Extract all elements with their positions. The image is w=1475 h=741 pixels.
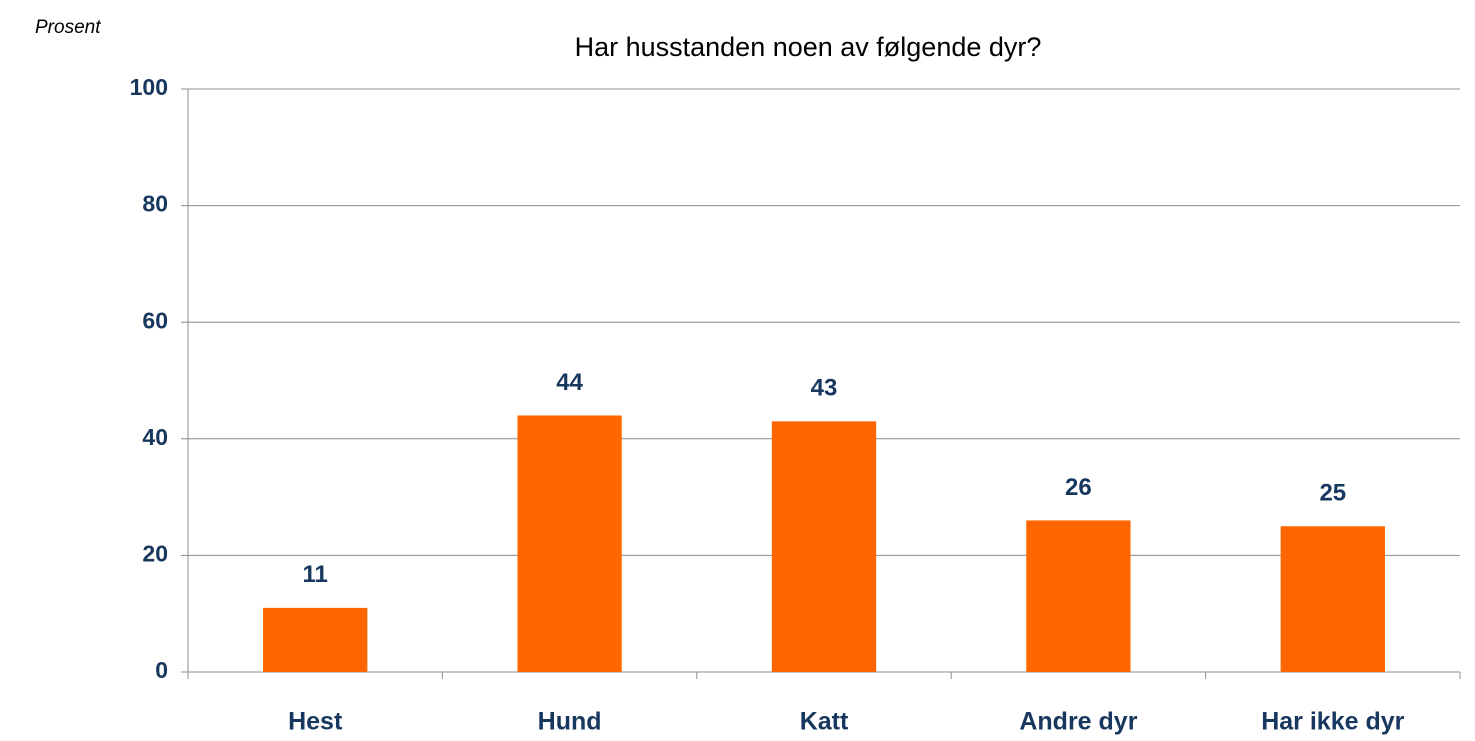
y-tick-label: 0 xyxy=(155,657,168,683)
bar xyxy=(771,421,877,672)
y-tick-label: 60 xyxy=(142,307,168,333)
bar xyxy=(263,607,368,672)
y-tick-label: 80 xyxy=(142,191,168,217)
x-tick-label: Katt xyxy=(800,708,849,736)
y-tick-label: 100 xyxy=(130,74,168,100)
data-label: 25 xyxy=(1319,480,1346,507)
data-label: 43 xyxy=(811,375,838,402)
x-tick-label: Hund xyxy=(538,708,602,736)
x-tick-label: Har ikke dyr xyxy=(1261,708,1404,736)
bar xyxy=(1026,520,1131,672)
bar xyxy=(1280,526,1385,672)
x-tick-label: Hest xyxy=(288,708,343,736)
x-tick-label: Andre dyr xyxy=(1019,708,1137,736)
data-label: 11 xyxy=(303,561,328,588)
chart-title: Har husstanden noen av følgende dyr? xyxy=(575,32,1042,62)
y-axis-label: Prosent xyxy=(35,17,101,38)
y-tick-label: 40 xyxy=(142,424,168,450)
y-tick-label: 20 xyxy=(142,540,168,566)
data-label: 26 xyxy=(1065,474,1092,501)
data-label: 44 xyxy=(556,369,583,396)
bar xyxy=(517,415,622,672)
